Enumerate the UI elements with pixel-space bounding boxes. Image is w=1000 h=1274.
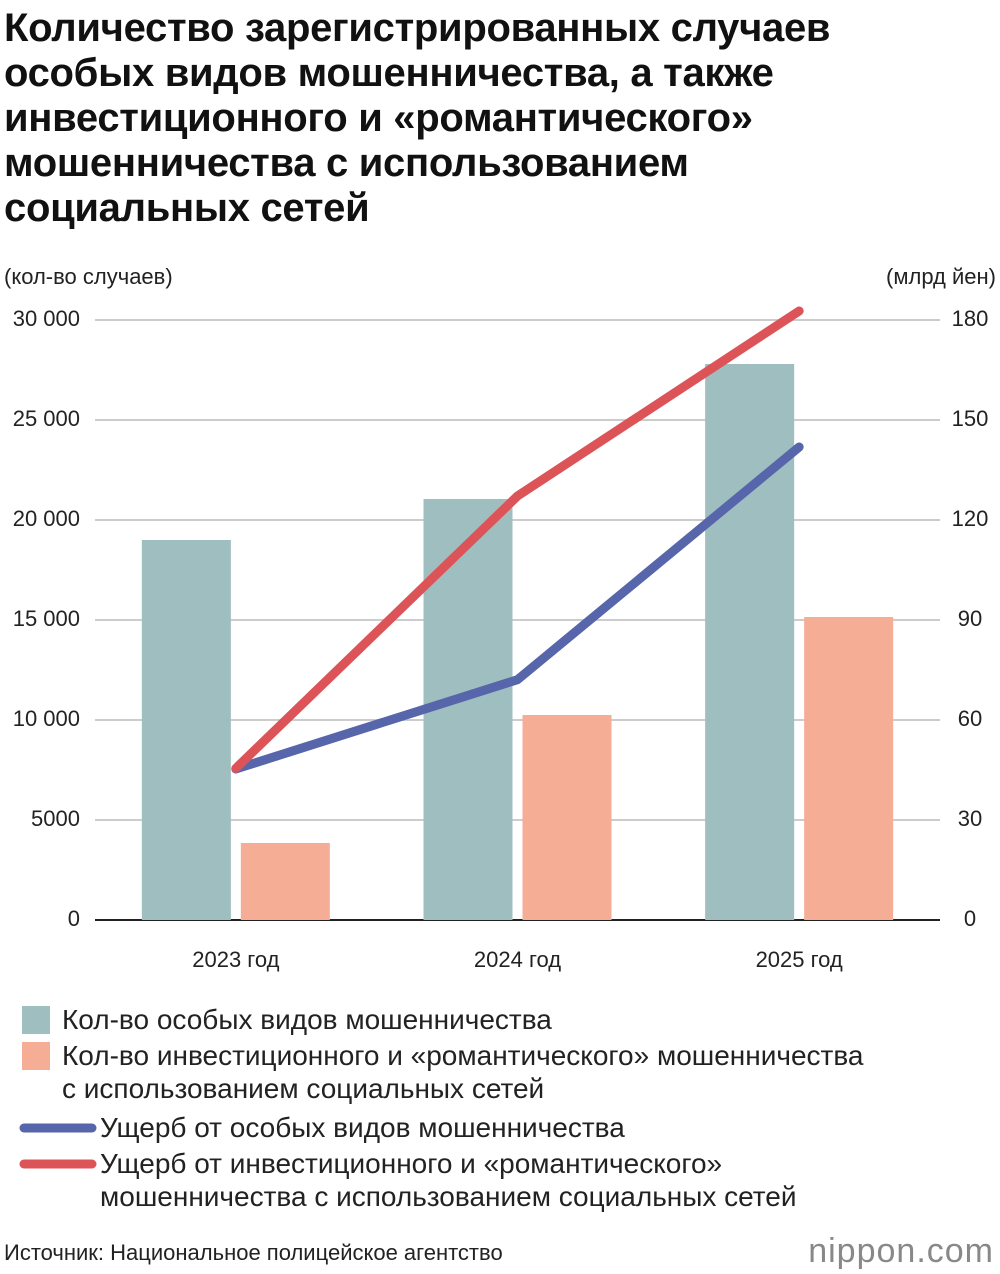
chart-title: Количество зарегистрированных случаев ос… (4, 6, 831, 230)
y-axis-label: (кол-во случаев) (4, 264, 173, 289)
source: Источник: Национальное полицейское агент… (4, 1240, 503, 1265)
legend-label: Кол-во инвестиционного и «романтического… (62, 1040, 864, 1104)
bar (522, 715, 612, 920)
y2-tick-label: 30 (958, 806, 982, 831)
y-tick-label: 10 000 (13, 706, 80, 731)
y2-tick-label: 150 (952, 406, 989, 431)
y-tick-label: 30 000 (13, 306, 80, 331)
y2-tick-label: 0 (964, 906, 976, 931)
y-tick-label: 0 (68, 906, 80, 931)
y2-tick-label: 60 (958, 706, 982, 731)
bar (240, 843, 330, 920)
logo: nippon.com (808, 1232, 994, 1270)
y2-axis-label: (млрд йен) (886, 264, 996, 289)
legend-label: Ущерб от инвестиционного и «романтическо… (100, 1148, 797, 1212)
bar (141, 540, 231, 920)
y-tick-label: 15 000 (13, 606, 80, 631)
line (231, 442, 804, 774)
y-tick-label: 5000 (31, 806, 80, 831)
legend-label: Ущерб от особых видов мошенничества (100, 1112, 625, 1143)
y2-tick-label: 90 (958, 606, 982, 631)
y-tick-label: 25 000 (13, 406, 80, 431)
y-tick-label: 20 000 (13, 506, 80, 531)
y2-tick-label: 180 (952, 306, 989, 331)
legend-label: Кол-во особых видов мошенничества (62, 1004, 552, 1035)
y2-tick-label: 120 (952, 506, 989, 531)
line (231, 306, 804, 773)
x-tick-label: 2024 год (474, 947, 561, 972)
bar (804, 617, 894, 920)
legend-swatch (22, 1042, 50, 1070)
x-tick-label: 2023 год (192, 947, 279, 972)
bar (705, 364, 795, 920)
legend-swatch (22, 1006, 50, 1034)
x-tick-label: 2025 год (756, 947, 843, 972)
